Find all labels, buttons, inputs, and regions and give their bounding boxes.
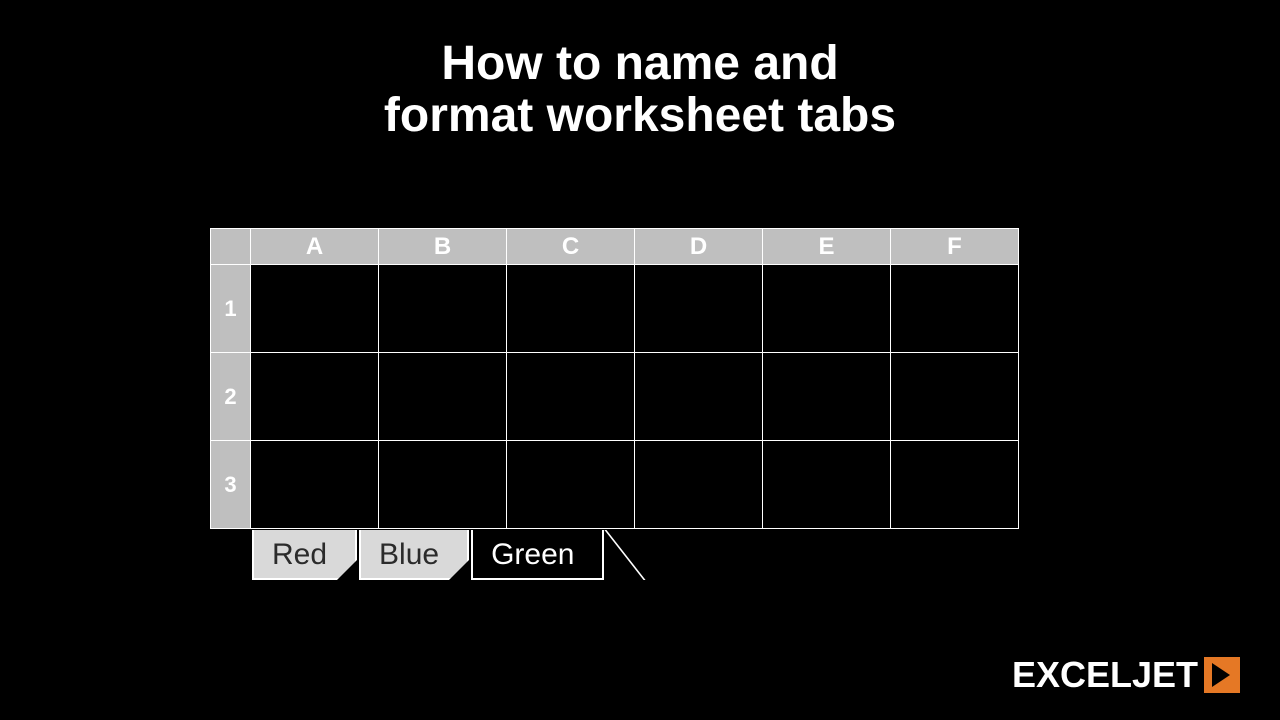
cell[interactable] [251, 353, 379, 441]
cell[interactable] [507, 353, 635, 441]
tab-red[interactable]: Red [252, 530, 357, 580]
title-line-2: format worksheet tabs [384, 89, 896, 142]
brand-logo: EXCELJET [1012, 654, 1240, 696]
cell[interactable] [891, 441, 1019, 529]
cell[interactable] [251, 265, 379, 353]
column-header[interactable]: E [763, 229, 891, 265]
column-header[interactable]: F [891, 229, 1019, 265]
tab-notch-icon [449, 560, 469, 580]
column-header[interactable]: B [379, 229, 507, 265]
logo-mark-icon [1204, 657, 1240, 693]
tab-notch-icon [337, 560, 357, 580]
worksheet-tabs: Red Blue Green [252, 530, 606, 580]
row-header[interactable]: 1 [211, 265, 251, 353]
tab-label: Green [491, 538, 574, 571]
column-header[interactable]: A [251, 229, 379, 265]
cell[interactable] [763, 441, 891, 529]
cell[interactable] [507, 265, 635, 353]
title-line-1: How to name and [441, 37, 838, 90]
cell[interactable] [635, 265, 763, 353]
cell[interactable] [379, 265, 507, 353]
tab-blue[interactable]: Blue [359, 530, 469, 580]
cell[interactable] [891, 353, 1019, 441]
select-all-corner[interactable] [211, 229, 251, 265]
tab-label: Red [272, 538, 327, 571]
tab-trail-icon [602, 530, 646, 580]
cell[interactable] [251, 441, 379, 529]
row-header[interactable]: 3 [211, 441, 251, 529]
slide-title: How to name and format worksheet tabs [0, 38, 1280, 142]
cell[interactable] [507, 441, 635, 529]
tab-label: Blue [379, 538, 439, 571]
cell[interactable] [635, 441, 763, 529]
column-header[interactable]: D [635, 229, 763, 265]
cell[interactable] [635, 353, 763, 441]
spreadsheet-grid: A B C D E F 1 2 3 [210, 228, 1019, 529]
cell[interactable] [379, 353, 507, 441]
column-header[interactable]: C [507, 229, 635, 265]
row-header[interactable]: 2 [211, 353, 251, 441]
cell[interactable] [763, 265, 891, 353]
cell[interactable] [763, 353, 891, 441]
worksheet-table: A B C D E F 1 2 3 [210, 228, 1019, 529]
cell[interactable] [379, 441, 507, 529]
logo-text: EXCELJET [1012, 654, 1198, 696]
tab-green[interactable]: Green [471, 530, 604, 580]
cell[interactable] [891, 265, 1019, 353]
